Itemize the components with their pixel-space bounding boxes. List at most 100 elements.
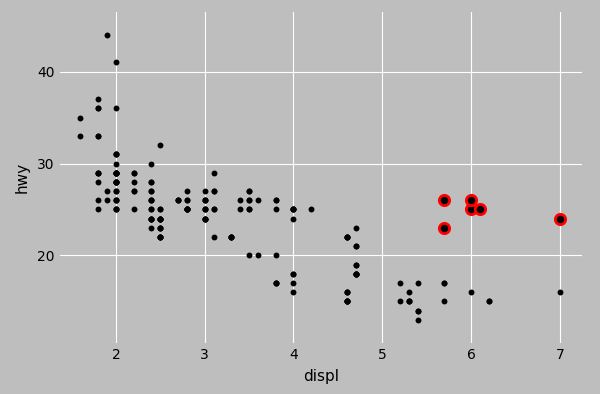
Point — [111, 169, 121, 176]
Point — [129, 169, 139, 176]
Point — [155, 225, 165, 231]
Point — [182, 197, 192, 203]
Point — [146, 188, 156, 194]
Point — [155, 225, 165, 231]
Point — [440, 280, 449, 286]
Point — [289, 289, 298, 296]
Point — [182, 206, 192, 213]
Point — [76, 133, 85, 139]
Point — [271, 280, 281, 286]
Point — [94, 105, 103, 112]
Point — [146, 197, 156, 203]
Point — [351, 225, 361, 231]
Point — [351, 271, 361, 277]
Point — [209, 206, 218, 213]
Point — [146, 206, 156, 213]
Point — [466, 197, 476, 203]
Point — [111, 188, 121, 194]
Point — [209, 234, 218, 240]
Point — [342, 234, 352, 240]
Point — [94, 96, 103, 102]
Point — [102, 197, 112, 203]
Point — [94, 179, 103, 185]
Point — [146, 225, 156, 231]
Point — [94, 197, 103, 203]
Point — [271, 252, 281, 258]
Point — [111, 206, 121, 213]
Point — [227, 234, 236, 240]
Point — [182, 206, 192, 213]
Point — [271, 280, 281, 286]
Point — [351, 271, 361, 277]
Point — [111, 197, 121, 203]
Point — [200, 197, 209, 203]
Point — [111, 206, 121, 213]
Point — [155, 234, 165, 240]
Point — [94, 169, 103, 176]
Point — [76, 114, 85, 121]
Point — [102, 32, 112, 38]
Point — [146, 216, 156, 222]
Point — [182, 188, 192, 194]
Point — [94, 133, 103, 139]
Point — [209, 188, 218, 194]
Point — [404, 298, 413, 305]
Point — [342, 298, 352, 305]
Point — [182, 206, 192, 213]
Point — [404, 289, 413, 296]
Point — [94, 206, 103, 213]
Point — [173, 197, 183, 203]
Point — [111, 197, 121, 203]
Point — [342, 298, 352, 305]
Point — [253, 252, 263, 258]
Point — [111, 197, 121, 203]
Point — [200, 188, 209, 194]
Point — [244, 206, 254, 213]
Point — [244, 197, 254, 203]
Point — [200, 216, 209, 222]
Point — [351, 271, 361, 277]
Point — [289, 271, 298, 277]
Point — [111, 105, 121, 112]
Point — [440, 280, 449, 286]
Point — [111, 179, 121, 185]
X-axis label: displ: displ — [303, 369, 339, 384]
Point — [484, 298, 494, 305]
Point — [200, 206, 209, 213]
Point — [351, 262, 361, 268]
Point — [173, 197, 183, 203]
Point — [395, 298, 405, 305]
Point — [111, 179, 121, 185]
Point — [271, 197, 281, 203]
Point — [440, 197, 449, 203]
Point — [111, 179, 121, 185]
Point — [244, 197, 254, 203]
Point — [351, 271, 361, 277]
Point — [94, 105, 103, 112]
Point — [289, 216, 298, 222]
Point — [351, 262, 361, 268]
Point — [129, 188, 139, 194]
Point — [155, 225, 165, 231]
Point — [413, 307, 422, 314]
Point — [244, 188, 254, 194]
Point — [146, 160, 156, 167]
Point — [182, 197, 192, 203]
Point — [146, 206, 156, 213]
Point — [440, 225, 449, 231]
Point — [111, 151, 121, 158]
Point — [155, 216, 165, 222]
Point — [235, 206, 245, 213]
Point — [200, 216, 209, 222]
Point — [307, 206, 316, 213]
Point — [342, 234, 352, 240]
Point — [413, 307, 422, 314]
Point — [146, 179, 156, 185]
Point — [129, 179, 139, 185]
Point — [342, 298, 352, 305]
Point — [466, 289, 476, 296]
Point — [182, 206, 192, 213]
Point — [289, 206, 298, 213]
Point — [484, 298, 494, 305]
Point — [342, 289, 352, 296]
